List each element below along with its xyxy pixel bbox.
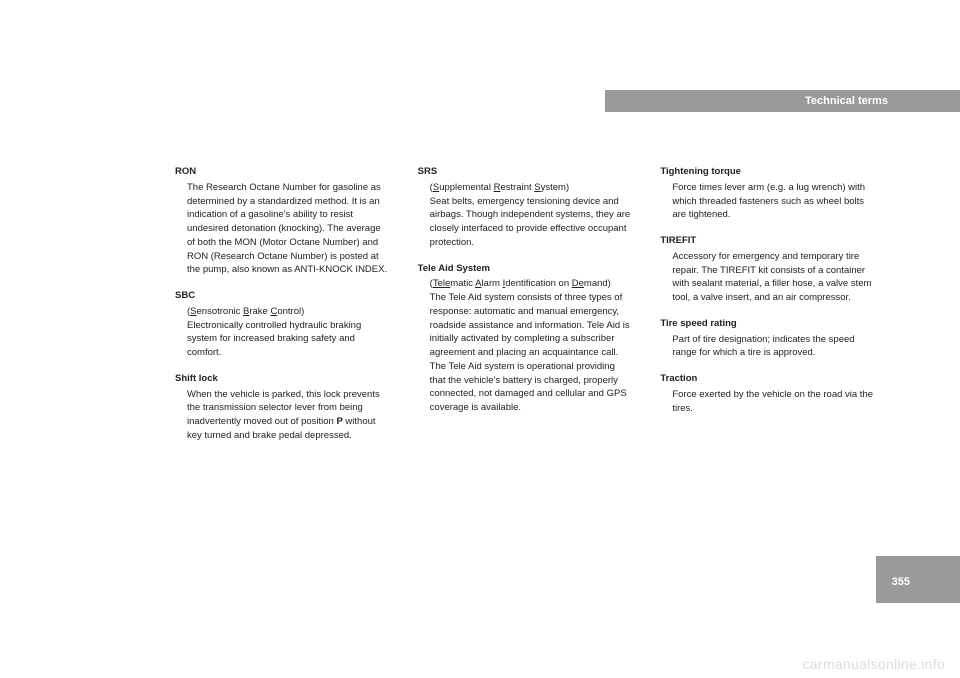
- watermark: carmanualsonline.info: [803, 656, 946, 672]
- text: matic: [450, 278, 475, 289]
- column-1: RON The Research Octane Number for gasol…: [175, 165, 390, 455]
- term-body: When the vehicle is parked, this lock pr…: [175, 388, 390, 443]
- text: mand): [584, 278, 611, 289]
- column-3: Tightening torque Force times lever arm …: [660, 165, 875, 455]
- term-body: Force times lever arm (e.g. a lug wrench…: [660, 181, 875, 222]
- term-title: Shift lock: [175, 372, 390, 386]
- term-title: SRS: [418, 165, 633, 179]
- term-body: (Telematic Alarm Identification on Deman…: [418, 277, 633, 415]
- term-title: Tele Aid System: [418, 262, 633, 276]
- term-tire-speed-rating: Tire speed rating Part of tire designati…: [660, 317, 875, 360]
- text: ontrol): [277, 306, 304, 317]
- term-tightening-torque: Tightening torque Force times lever arm …: [660, 165, 875, 222]
- text: upplemental: [439, 182, 493, 193]
- content-area: RON The Research Octane Number for gasol…: [175, 165, 875, 455]
- term-sbc: SBC (Sensotronic Brake Control) Electron…: [175, 289, 390, 360]
- text: dentification on: [505, 278, 572, 289]
- text: larm: [481, 278, 502, 289]
- term-title: RON: [175, 165, 390, 179]
- term-body: Force exerted by the vehicle on the road…: [660, 388, 875, 416]
- term-title: Tire speed rating: [660, 317, 875, 331]
- text: ystem): [541, 182, 570, 193]
- text: Seat belts, emergency tensioning device …: [430, 196, 631, 248]
- term-title: TIREFIT: [660, 234, 875, 248]
- page-tab: [876, 556, 960, 603]
- text: ensotronic: [197, 306, 243, 317]
- term-ron: RON The Research Octane Number for gasol…: [175, 165, 390, 277]
- text: Electronically controlled hydraulic brak…: [187, 320, 361, 359]
- term-tirefit: TIREFIT Accessory for emergency and temp…: [660, 234, 875, 305]
- term-traction: Traction Force exerted by the vehicle on…: [660, 372, 875, 415]
- column-2: SRS (Supplemental Restraint System) Seat…: [418, 165, 633, 455]
- term-tele-aid: Tele Aid System (Telematic Alarm Identif…: [418, 262, 633, 415]
- term-title: Traction: [660, 372, 875, 386]
- term-body: Accessory for emergency and temporary ti…: [660, 250, 875, 305]
- u: De: [572, 278, 584, 289]
- text: estraint: [500, 182, 534, 193]
- page-number: 355: [892, 576, 910, 588]
- term-body: (Supplemental Restraint System) Seat bel…: [418, 181, 633, 250]
- term-body: Part of tire designation; indicates the …: [660, 333, 875, 361]
- term-title: SBC: [175, 289, 390, 303]
- term-srs: SRS (Supplemental Restraint System) Seat…: [418, 165, 633, 250]
- text: The Tele Aid system consists of three ty…: [430, 292, 630, 358]
- term-title: Tightening torque: [660, 165, 875, 179]
- text: The Tele Aid system is operational provi…: [430, 361, 627, 413]
- term-body: The Research Octane Number for gasoline …: [175, 181, 390, 277]
- term-body: (Sensotronic Brake Control) Electronical…: [175, 305, 390, 360]
- u: Tele: [433, 278, 450, 289]
- term-shift-lock: Shift lock When the vehicle is parked, t…: [175, 372, 390, 443]
- text: rake: [249, 306, 270, 317]
- header-title: Technical terms: [805, 95, 888, 107]
- header-band: Technical terms: [605, 90, 960, 112]
